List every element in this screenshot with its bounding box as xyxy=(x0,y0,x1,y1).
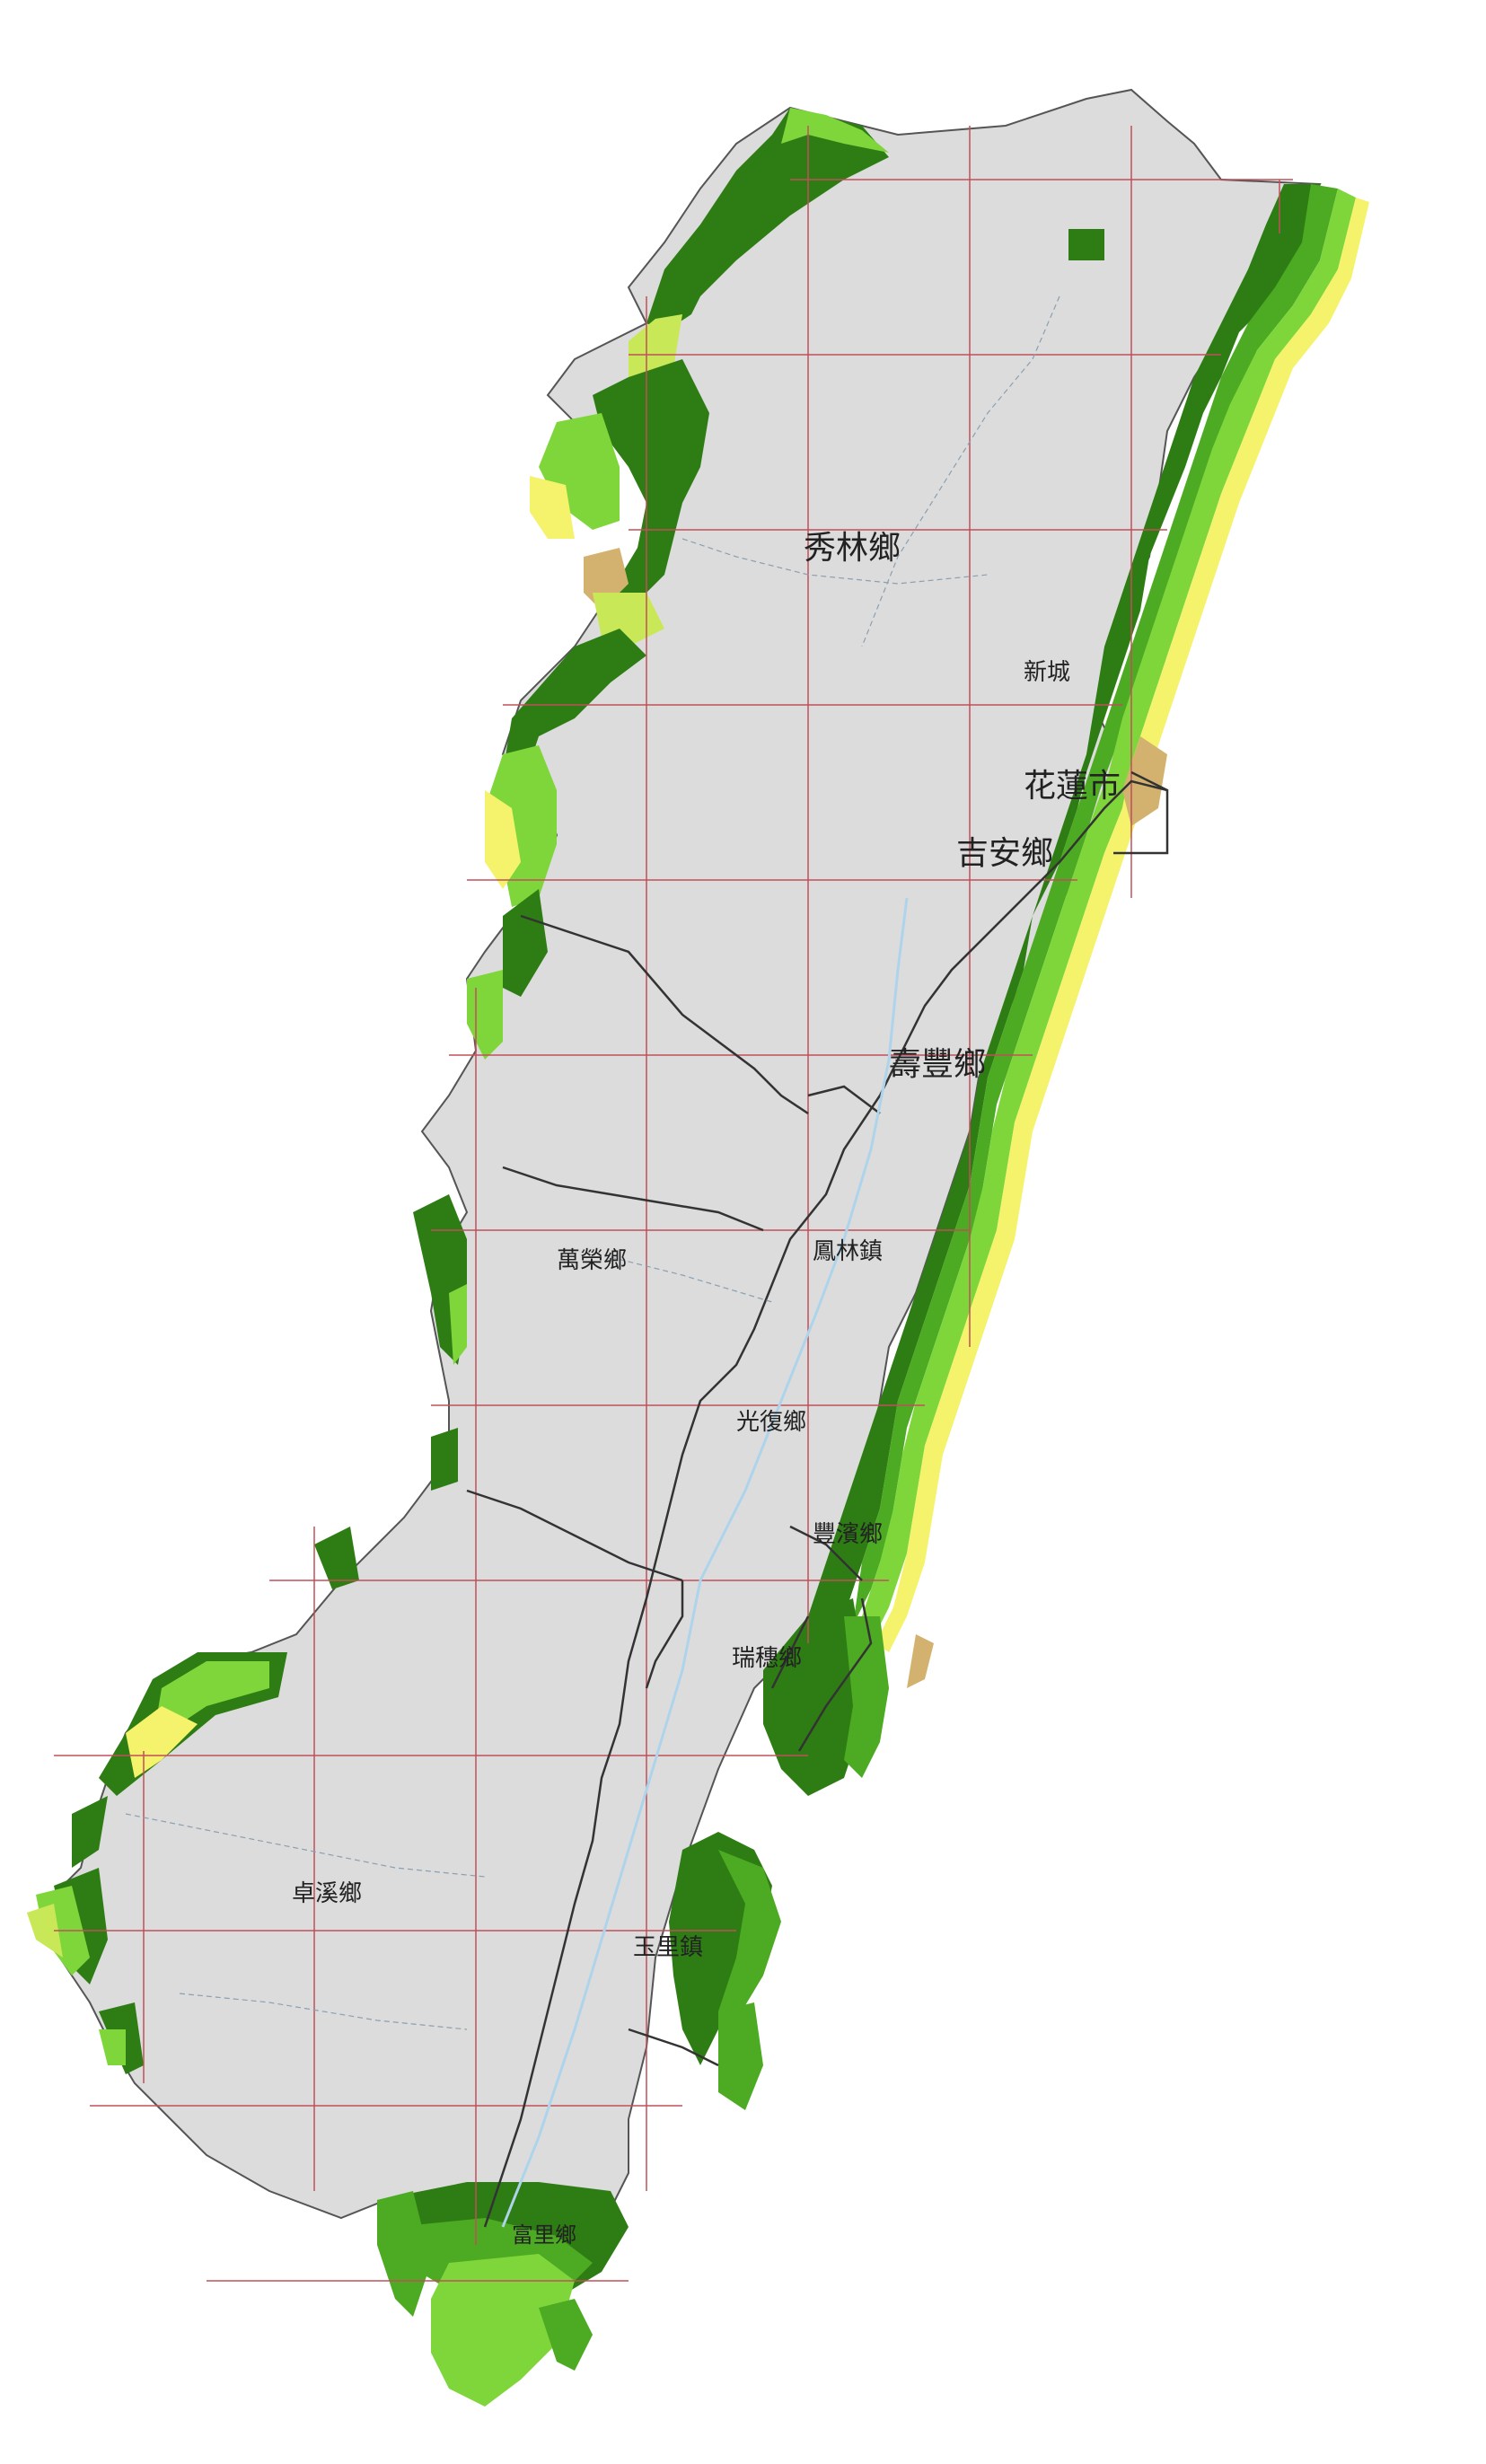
label-fengbin: 豐濱鄉 xyxy=(813,1521,883,1548)
label-ruisui: 瑞穗鄉 xyxy=(732,1645,802,1672)
grid-lines xyxy=(54,126,1293,2282)
label-hualien: 花蓮市 xyxy=(1024,768,1121,805)
label-fenglin: 鳳林鎮 xyxy=(813,1238,883,1265)
label-xiulin: 秀林鄉 xyxy=(804,530,901,567)
river xyxy=(501,897,909,2228)
south-contour-bands xyxy=(377,2182,629,2407)
label-yuli: 玉里鎮 xyxy=(633,1934,703,1961)
label-xincheng: 新城 xyxy=(1024,659,1070,686)
roads-and-rivers xyxy=(125,295,1060,2030)
east-contour-bands xyxy=(669,184,1369,2110)
label-zhuoxi: 卓溪鄉 xyxy=(292,1880,362,1907)
label-jian: 吉安鄉 xyxy=(956,835,1053,872)
label-wanrong: 萬榮鄉 xyxy=(557,1247,627,1274)
township-borders xyxy=(466,770,1169,2228)
label-guangfu: 光復鄉 xyxy=(736,1409,806,1436)
label-fuli: 富里鄉 xyxy=(512,2222,576,2248)
township-labels: 秀林鄉 新城 花蓮市 吉安鄉 壽豐鄉 萬榮鄉 鳳林鎮 光復鄉 豐濱鄉 瑞穗鄉 卓… xyxy=(292,530,1121,2248)
label-shoufeng: 壽豐鄉 xyxy=(889,1046,986,1083)
